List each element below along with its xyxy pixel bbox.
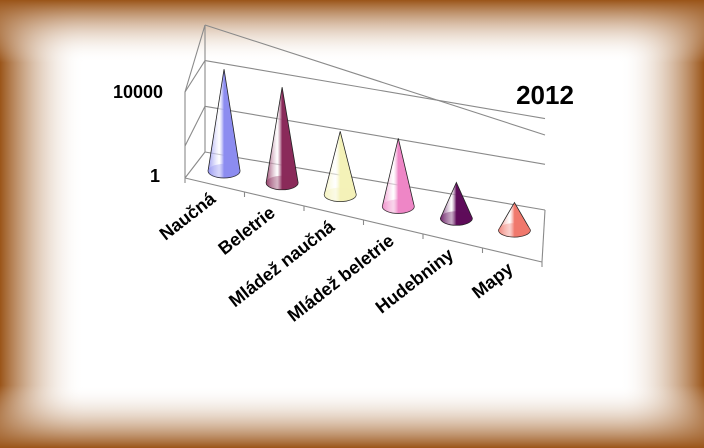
chart-walls <box>184 24 546 267</box>
floor-left-edge <box>184 151 206 179</box>
chart-title: 2012 <box>516 80 574 110</box>
y-tick-label: 1 <box>150 166 160 186</box>
back-wall-gridline <box>204 60 546 120</box>
cone-1 <box>265 87 299 191</box>
cone-base <box>266 175 299 190</box>
cone-body <box>439 181 473 226</box>
cone-series <box>207 69 531 238</box>
cone-2 <box>323 131 357 202</box>
cone-base <box>440 211 473 226</box>
y-tick-label: 10000 <box>113 82 163 102</box>
cone-3 <box>381 138 415 214</box>
cone-4 <box>439 181 473 226</box>
cone-body <box>265 87 299 191</box>
cone-body <box>381 138 415 214</box>
y-axis-labels: 1 10000 <box>113 82 163 186</box>
cone-0 <box>207 69 241 179</box>
cone-body <box>323 131 357 202</box>
cone-base <box>498 223 531 238</box>
cone-base <box>382 199 415 214</box>
cone-5 <box>498 201 531 238</box>
wall-top-left-edge <box>184 24 206 93</box>
floor-right-edge <box>541 209 546 263</box>
back-wall-top-edge <box>204 24 546 136</box>
side-wall-gridline <box>184 106 206 147</box>
cone-base <box>208 163 241 178</box>
floor-back-edge <box>204 151 546 211</box>
cone-base <box>324 187 357 202</box>
side-wall-gridline <box>184 60 206 93</box>
cone-body <box>498 201 531 238</box>
back-wall-gridline <box>204 105 546 165</box>
cone-body <box>207 69 241 179</box>
